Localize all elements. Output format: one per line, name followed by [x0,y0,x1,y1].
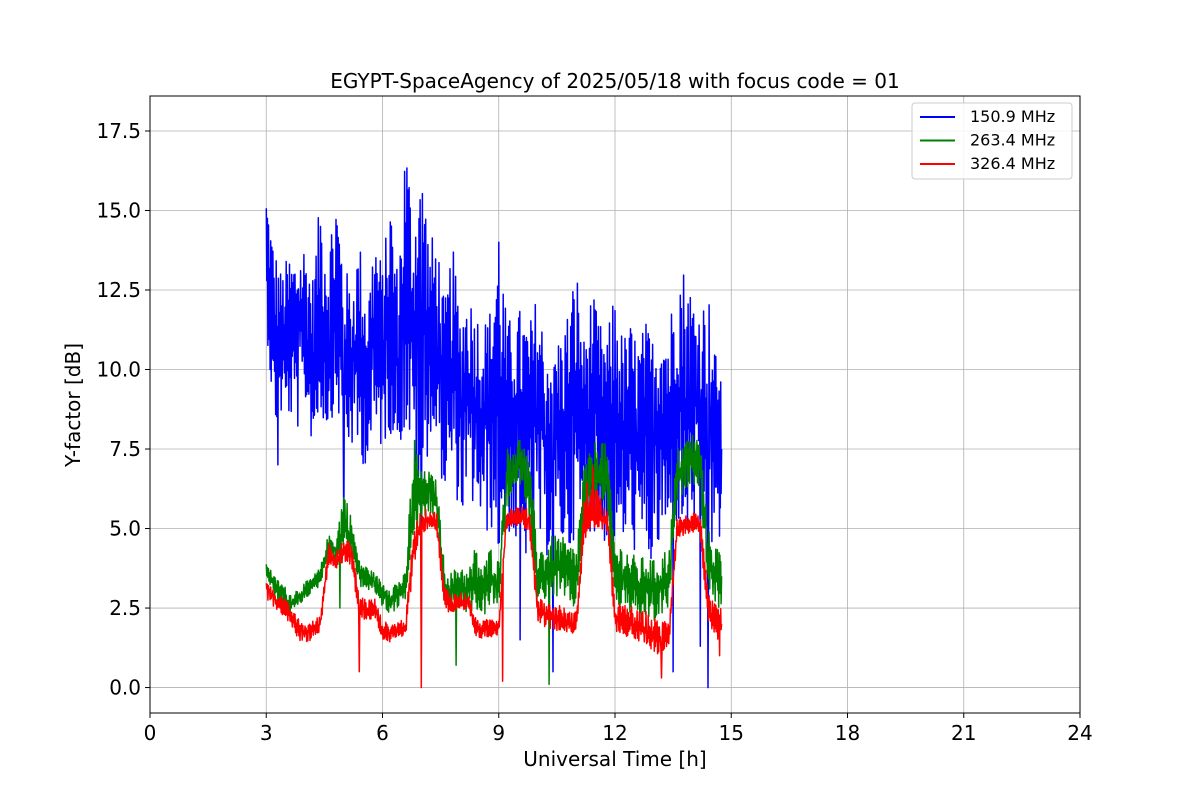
x-tick-label: 18 [835,721,860,745]
chart-title: EGYPT-SpaceAgency of 2025/05/18 with foc… [330,69,899,93]
plot-layer: 0 3 6 9 12 15 18 21 24 0.0 2.5 5.0 7.5 10.0 12.5 15.0 17… [96,95,1093,745]
y-tick-label: 10.0 [96,358,141,382]
x-axis-label: Universal Time [h] [523,747,706,771]
data-layer [265,167,723,689]
x-tick-label: 9 [492,721,505,745]
y-tick-label: 5.0 [109,517,141,541]
x-tick-label: 15 [719,721,744,745]
x-tick-label: 24 [1067,721,1092,745]
legend-label-2: 263.4 MHz [970,131,1055,150]
y-tick-label: 17.5 [96,119,141,143]
x-tick-label: 6 [376,721,389,745]
x-tick-label: 3 [260,721,273,745]
y-tick-label: 12.5 [96,278,141,302]
x-tick-label: 0 [144,721,157,745]
legend-label-3: 326.4 MHz [970,154,1055,173]
series-line-2 [265,434,723,686]
series-line-3 [265,465,723,689]
y-tick-label: 15.0 [96,198,141,222]
legend: 150.9 MHz 263.4 MHz 326.4 MHz [911,102,1073,180]
y-tick-label: 0.0 [109,676,141,700]
x-tick-label: 12 [602,721,627,745]
series-line-1 [265,167,723,689]
legend-label-1: 150.9 MHz [970,107,1055,126]
tick-marks: 0 3 6 9 12 15 18 21 24 0.0 2.5 5.0 7.5 10.0 12.5 15.0 17… [96,119,1092,745]
legend-box [911,102,1073,180]
x-tick-label: 21 [951,721,976,745]
y-tick-label: 7.5 [109,437,141,461]
y-tick-label: 2.5 [109,596,141,620]
y-axis-label: Y-factor [dB] [61,343,85,468]
